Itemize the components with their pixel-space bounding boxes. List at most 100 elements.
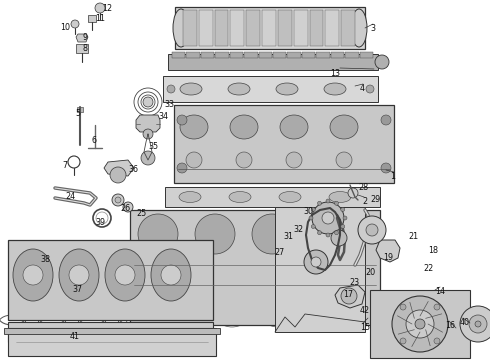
Circle shape	[335, 201, 339, 205]
Circle shape	[336, 152, 352, 168]
Circle shape	[177, 115, 187, 125]
Circle shape	[309, 216, 313, 220]
Bar	[201, 52, 214, 58]
Circle shape	[167, 85, 175, 93]
Circle shape	[138, 214, 178, 254]
Circle shape	[115, 197, 121, 203]
Circle shape	[326, 199, 330, 203]
Circle shape	[358, 216, 386, 244]
Circle shape	[406, 310, 434, 338]
Bar	[331, 52, 344, 58]
Text: 40: 40	[460, 318, 470, 327]
Bar	[175, 7, 365, 49]
Text: 4: 4	[360, 84, 365, 93]
Bar	[302, 52, 315, 58]
Text: 39: 39	[95, 218, 105, 227]
Text: 7: 7	[62, 161, 67, 170]
Circle shape	[195, 214, 235, 254]
Text: 10: 10	[60, 23, 70, 32]
Text: 17: 17	[343, 290, 353, 299]
Text: 14: 14	[435, 287, 445, 296]
Ellipse shape	[276, 83, 298, 95]
Text: 12: 12	[102, 4, 112, 13]
Circle shape	[400, 338, 406, 344]
Bar	[316, 52, 330, 58]
Circle shape	[112, 194, 124, 206]
Circle shape	[343, 216, 347, 220]
Circle shape	[95, 3, 105, 13]
Text: 22: 22	[423, 264, 433, 273]
Bar	[174, 105, 394, 183]
Circle shape	[460, 306, 490, 342]
Ellipse shape	[105, 249, 145, 301]
Circle shape	[177, 163, 187, 173]
Circle shape	[143, 129, 153, 139]
Circle shape	[322, 212, 334, 224]
Bar	[215, 10, 228, 46]
Circle shape	[186, 152, 202, 168]
Bar	[294, 10, 308, 46]
Circle shape	[348, 188, 358, 198]
Text: 2: 2	[362, 197, 367, 206]
Circle shape	[415, 319, 425, 329]
Bar	[165, 187, 380, 207]
Text: 34: 34	[158, 112, 168, 121]
Bar	[172, 52, 185, 58]
Circle shape	[312, 202, 344, 234]
Text: 25: 25	[136, 209, 146, 218]
Ellipse shape	[228, 83, 250, 95]
Bar	[130, 210, 380, 325]
Text: 41: 41	[70, 332, 80, 341]
Circle shape	[318, 201, 321, 205]
Circle shape	[366, 224, 378, 236]
Polygon shape	[136, 115, 160, 132]
Circle shape	[400, 304, 406, 310]
Polygon shape	[88, 15, 96, 22]
Bar	[244, 52, 258, 58]
Ellipse shape	[13, 249, 53, 301]
Bar	[8, 240, 213, 320]
Circle shape	[331, 230, 347, 246]
Circle shape	[341, 225, 345, 229]
Circle shape	[318, 231, 321, 235]
Bar	[278, 10, 292, 46]
Circle shape	[309, 214, 349, 254]
Bar	[310, 10, 323, 46]
Text: 20: 20	[365, 268, 375, 277]
Circle shape	[366, 85, 374, 93]
Text: 42: 42	[360, 306, 370, 315]
Circle shape	[381, 163, 391, 173]
Circle shape	[475, 321, 481, 327]
Text: 15: 15	[360, 323, 370, 332]
Text: 24: 24	[65, 192, 75, 201]
Text: 21: 21	[408, 232, 418, 241]
Bar	[288, 52, 301, 58]
Circle shape	[341, 288, 357, 304]
Text: 35: 35	[148, 142, 158, 151]
Bar	[345, 52, 359, 58]
Ellipse shape	[280, 115, 308, 139]
Circle shape	[71, 20, 79, 28]
Ellipse shape	[330, 115, 358, 139]
Circle shape	[469, 315, 487, 333]
Bar	[199, 10, 213, 46]
Bar	[341, 10, 355, 46]
Circle shape	[311, 207, 315, 211]
Bar	[246, 10, 260, 46]
Ellipse shape	[179, 192, 201, 202]
Circle shape	[161, 265, 181, 285]
Bar	[259, 52, 272, 58]
Circle shape	[69, 265, 89, 285]
Text: 29: 29	[370, 195, 380, 204]
Circle shape	[123, 202, 133, 212]
Text: 23: 23	[349, 278, 359, 287]
Text: 5: 5	[75, 109, 80, 118]
Text: 30: 30	[303, 207, 313, 216]
Polygon shape	[104, 160, 134, 176]
Text: 1: 1	[390, 172, 395, 181]
Ellipse shape	[59, 249, 99, 301]
Circle shape	[434, 304, 440, 310]
Bar	[325, 10, 339, 46]
Text: 37: 37	[72, 285, 82, 294]
Ellipse shape	[324, 83, 346, 95]
